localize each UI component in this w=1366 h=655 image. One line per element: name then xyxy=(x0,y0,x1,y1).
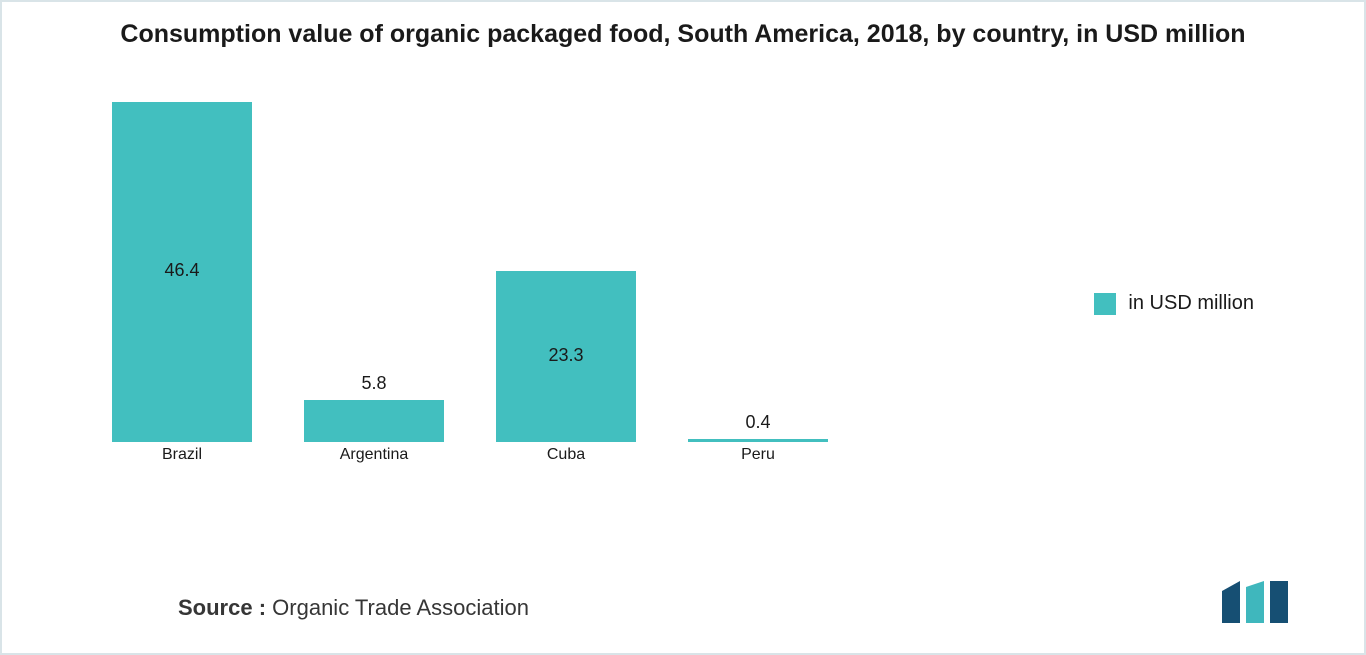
chart-title: Consumption value of organic packaged fo… xyxy=(62,18,1304,52)
legend-label: in USD million xyxy=(1128,292,1254,315)
x-axis-label: Cuba xyxy=(486,446,646,464)
bar-value-label: 23.3 xyxy=(426,345,706,366)
source-line: Source : Organic Trade Association xyxy=(178,595,529,621)
bar: 23.3 xyxy=(496,102,636,442)
source-text: Organic Trade Association xyxy=(272,595,529,620)
x-axis-label: Argentina xyxy=(294,446,454,464)
bar-value-label: 0.4 xyxy=(618,412,898,433)
bar-rect xyxy=(304,400,444,443)
publisher-logo-icon xyxy=(1218,581,1308,623)
bar-rect xyxy=(688,439,828,442)
bar: 0.4 xyxy=(688,102,828,442)
x-axis-label: Brazil xyxy=(102,446,262,464)
x-axis-labels: Brazil Argentina Cuba Peru xyxy=(102,446,872,476)
x-axis-label: Peru xyxy=(678,446,838,464)
legend: in USD million xyxy=(1094,292,1254,315)
chart-frame: Consumption value of organic packaged fo… xyxy=(0,0,1366,655)
legend-swatch xyxy=(1094,293,1116,315)
bar-value-label: 46.4 xyxy=(42,260,322,281)
source-prefix: Source : xyxy=(178,595,266,620)
bar: 5.8 xyxy=(304,102,444,442)
bar-chart: 46.45.823.30.4 xyxy=(102,102,872,442)
bar-value-label: 5.8 xyxy=(234,373,514,394)
bar: 46.4 xyxy=(112,102,252,442)
